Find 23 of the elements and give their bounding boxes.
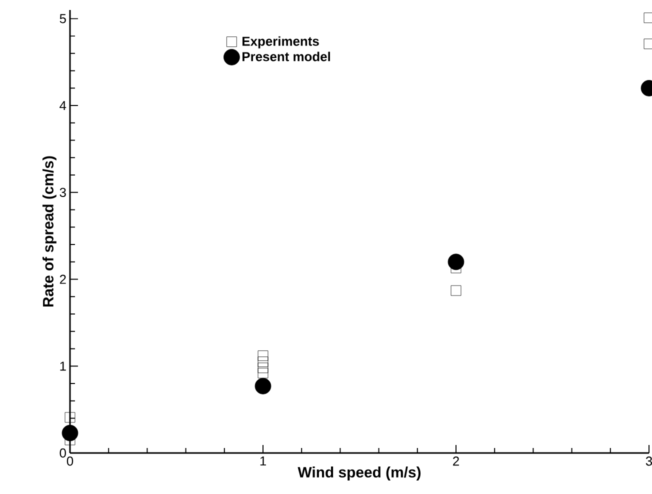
x-tick-label: 3 bbox=[646, 456, 652, 466]
point bbox=[258, 350, 268, 361]
legend-label: Experiments bbox=[242, 36, 319, 48]
legend-label: Present model bbox=[242, 52, 330, 62]
point bbox=[258, 368, 268, 378]
point bbox=[258, 356, 268, 367]
point bbox=[254, 378, 272, 394]
y-tick-label: 2 bbox=[60, 274, 66, 284]
y-tick-label: 1 bbox=[60, 362, 66, 371]
x-tick-label: 2 bbox=[453, 456, 459, 466]
y-tick-label: 5 bbox=[60, 14, 66, 24]
point bbox=[448, 254, 464, 270]
y-tick-label: 3 bbox=[60, 188, 66, 197]
y-tick-label: 0 bbox=[60, 448, 66, 458]
y-tick-label: 4 bbox=[60, 101, 66, 110]
point bbox=[62, 424, 78, 442]
y-axis-title: Rate of spread (cm/s) bbox=[42, 156, 56, 306]
x-axis-title: Wind speed (m/s) bbox=[298, 466, 421, 480]
point bbox=[64, 412, 76, 423]
point bbox=[450, 285, 462, 296]
x-tick-label: 1 bbox=[260, 456, 266, 466]
point bbox=[258, 362, 268, 374]
x-tick-label: 0 bbox=[66, 456, 74, 466]
